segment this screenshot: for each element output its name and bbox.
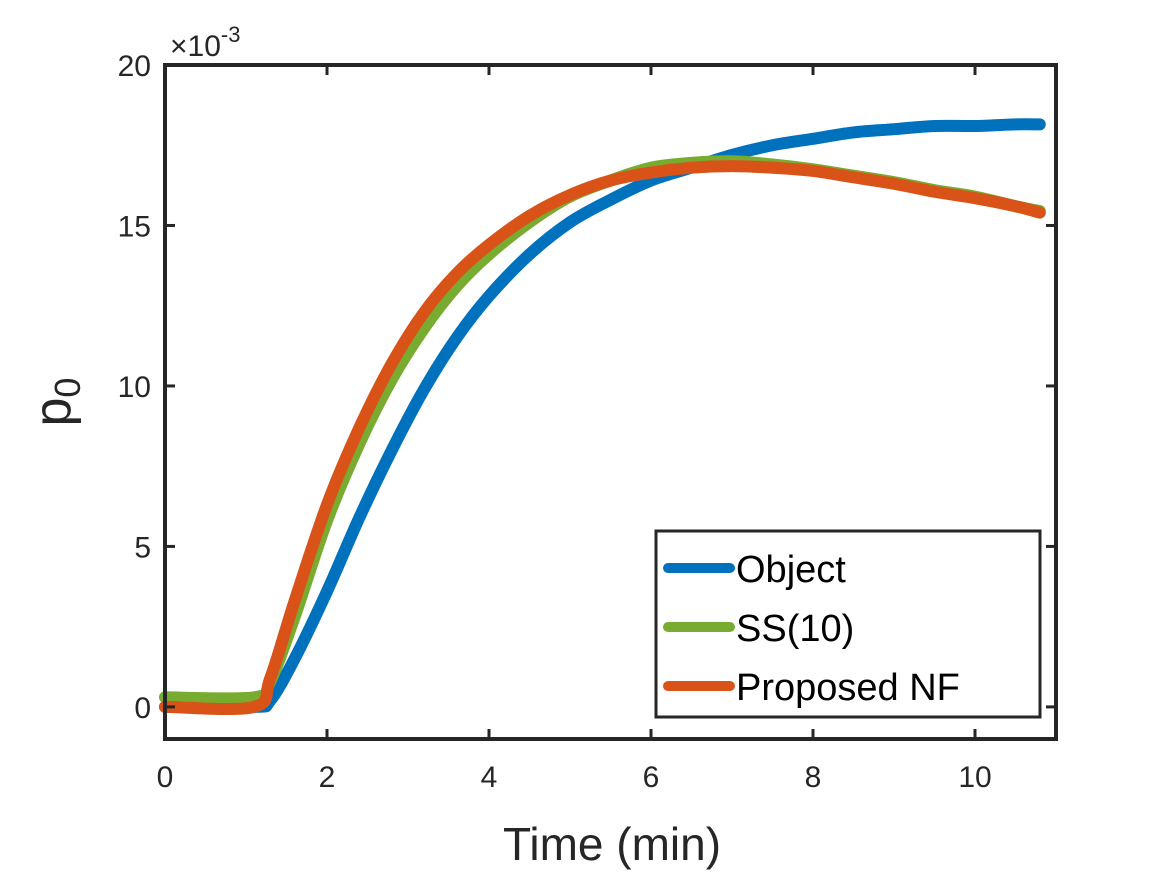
x-tick-label: 2 — [319, 761, 336, 794]
legend-label: SS(10) — [736, 608, 854, 650]
y-tick-label: 10 — [118, 371, 151, 404]
series-line-object — [159, 118, 1046, 714]
x-tick-label: 0 — [157, 761, 174, 794]
legend: Object SS(10) Proposed NF — [654, 529, 1042, 719]
legend-label: Proposed NF — [736, 667, 960, 709]
series-layer — [159, 118, 1046, 716]
y-tick-label: 15 — [118, 210, 151, 243]
exponent-label: ×10-3 — [170, 22, 240, 63]
x-tick-label: 6 — [643, 761, 660, 794]
axes-box — [163, 63, 1058, 741]
series-line-proposed-nf — [159, 160, 1046, 716]
y-tick-label: 20 — [118, 50, 151, 83]
y-axis-label: p0 — [24, 378, 88, 427]
x-axis-label: Time (min) — [503, 818, 721, 870]
ticks-layer: 0 2 4 6 8 10 0 5 10 15 20 — [118, 50, 1056, 794]
y-tick-label: 5 — [134, 531, 151, 564]
legend-entries: Object SS(10) Proposed NF — [663, 549, 960, 709]
x-tick-label: 8 — [805, 761, 822, 794]
legend-label: Object — [736, 549, 846, 591]
x-tick-label: 4 — [481, 761, 498, 794]
y-tick-label: 0 — [134, 692, 151, 725]
x-tick-label: 10 — [958, 761, 991, 794]
